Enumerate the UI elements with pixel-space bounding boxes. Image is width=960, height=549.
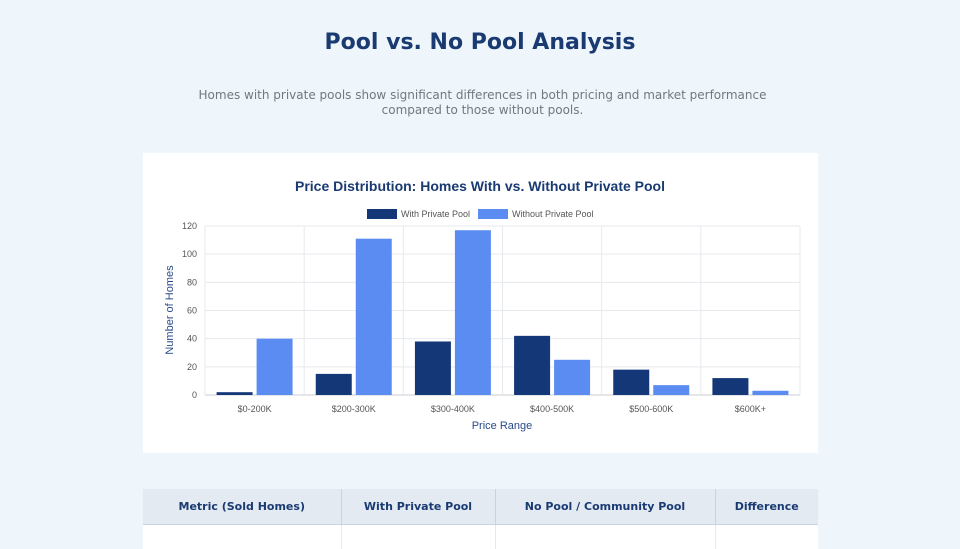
header-metric: Metric (Sold Homes) bbox=[143, 489, 341, 525]
y-tick-label: 40 bbox=[187, 334, 197, 344]
chart-title: Price Distribution: Homes With vs. Witho… bbox=[295, 178, 665, 194]
price-distribution-chart: Price Distribution: Homes With vs. Witho… bbox=[143, 153, 818, 453]
table-header-row: Metric (Sold Homes) With Private Pool No… bbox=[143, 489, 818, 525]
x-tick-label: $200-300K bbox=[332, 404, 376, 414]
page-title: Pool vs. No Pool Analysis bbox=[0, 30, 960, 55]
bar-without-pool bbox=[455, 230, 491, 395]
y-tick-label: 0 bbox=[192, 390, 197, 400]
legend-swatch-without-pool bbox=[478, 209, 508, 219]
y-axis-title: Number of Homes bbox=[164, 265, 176, 355]
x-tick-label: $400-500K bbox=[530, 404, 574, 414]
y-tick-label: 20 bbox=[187, 362, 197, 372]
bar-with-pool bbox=[613, 370, 649, 395]
page-subtitle: Homes with private pools show significan… bbox=[185, 88, 780, 118]
bar-without-pool bbox=[356, 239, 392, 395]
bar-without-pool bbox=[752, 391, 788, 395]
table-cell bbox=[143, 525, 341, 549]
y-tick-label: 100 bbox=[182, 249, 197, 259]
table-row bbox=[143, 525, 818, 549]
header-difference: Difference bbox=[715, 489, 818, 525]
table-cell bbox=[715, 525, 818, 549]
chart-card: Price Distribution: Homes With vs. Witho… bbox=[143, 153, 818, 453]
bar-with-pool bbox=[712, 378, 748, 395]
x-tick-label: $500-600K bbox=[629, 404, 673, 414]
comparison-table: Metric (Sold Homes) With Private Pool No… bbox=[143, 489, 818, 549]
bar-with-pool bbox=[514, 336, 550, 395]
bar-with-pool bbox=[415, 341, 451, 395]
bar-without-pool bbox=[653, 385, 689, 395]
legend-swatch-with-pool bbox=[367, 209, 397, 219]
bar-with-pool bbox=[217, 392, 253, 395]
x-tick-label: $600K+ bbox=[735, 404, 766, 414]
header-with-pool: With Private Pool bbox=[341, 489, 495, 525]
y-axis-ticks: 0 20 40 60 80 100 120 bbox=[182, 221, 197, 400]
y-tick-label: 120 bbox=[182, 221, 197, 231]
bar-without-pool bbox=[554, 360, 590, 395]
header-no-pool: No Pool / Community Pool bbox=[495, 489, 715, 525]
x-axis-ticks: $0-200K $200-300K $300-400K $400-500K $500-6… bbox=[238, 404, 766, 414]
legend-label-with-pool: With Private Pool bbox=[401, 209, 470, 219]
table-cell bbox=[341, 525, 495, 549]
chart-legend: With Private Pool Without Private Pool bbox=[367, 209, 594, 219]
y-tick-label: 60 bbox=[187, 306, 197, 316]
x-tick-label: $300-400K bbox=[431, 404, 475, 414]
table-cell bbox=[495, 525, 715, 549]
x-tick-label: $0-200K bbox=[238, 404, 272, 414]
chart-gridlines bbox=[205, 226, 800, 395]
legend-label-without-pool: Without Private Pool bbox=[512, 209, 594, 219]
bar-with-pool bbox=[316, 374, 352, 395]
x-axis-title: Price Range bbox=[472, 420, 533, 432]
y-tick-label: 80 bbox=[187, 277, 197, 287]
bar-without-pool bbox=[257, 339, 293, 395]
